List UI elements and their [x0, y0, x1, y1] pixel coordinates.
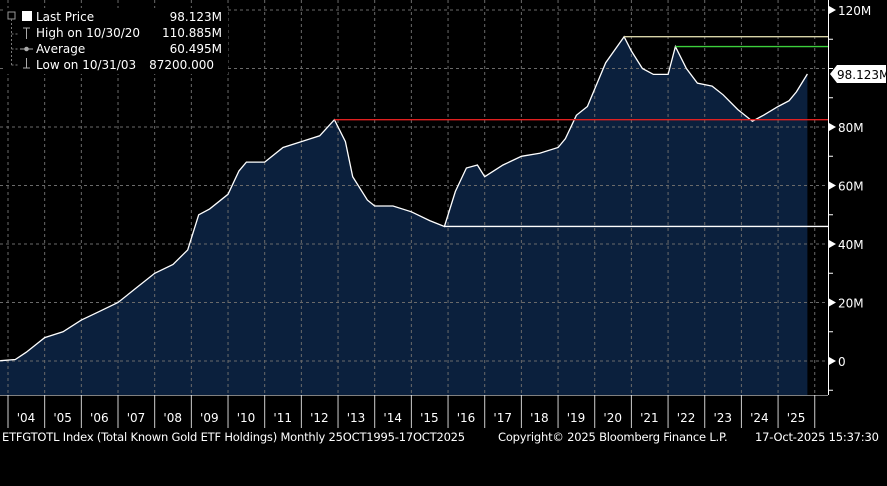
x-tick-label: '12: [310, 411, 329, 425]
legend-label: Low on 10/31/03: [36, 58, 137, 72]
x-tick-label: '05: [53, 411, 72, 425]
y-tick-label: 60M: [838, 180, 864, 194]
y-tick-arrow-icon: [829, 181, 836, 190]
y-tick-arrow-icon: [829, 123, 836, 131]
x-tick-label: '17: [493, 411, 512, 425]
y-tick-label: 40M: [838, 238, 864, 252]
legend-label: Last Price: [36, 10, 95, 24]
x-tick-label: '14: [383, 411, 402, 425]
legend-value: 87200.000: [149, 58, 214, 72]
legend-item-average: Average 60.495M: [36, 42, 222, 57]
legend-item-low: Low on 10/31/03 87200.000: [36, 58, 214, 73]
x-tick-label: '09: [200, 411, 219, 425]
x-tick-label: '24: [750, 411, 769, 425]
y-tick-arrow-icon: [829, 298, 836, 307]
x-tick-label: '13: [347, 411, 366, 425]
series-area-fill: [0, 36, 808, 395]
legend-label: Average: [36, 42, 86, 56]
x-tick-label: '16: [457, 411, 476, 425]
legend-value: 110.885M: [162, 26, 222, 40]
legend-item-high: High on 10/30/20 110.885M: [36, 26, 222, 41]
x-tick-label: '10: [237, 411, 256, 425]
x-tick-label: '21: [640, 411, 659, 425]
footer: ETFGTOTL Index (Total Known Gold ETF Hol…: [2, 430, 879, 486]
x-tick-label: '25: [787, 411, 806, 425]
last-price-tag: [830, 64, 886, 83]
x-tick-label: '07: [127, 411, 146, 425]
x-tick-label: '22: [677, 411, 696, 425]
chart-area: 0 20M 40M 60M 80M 120M '04 '05 '06 '07 '08 '09 '10 '1…: [0, 0, 887, 428]
filled-square-icon: [22, 11, 32, 21]
low-marker-icon: [23, 58, 30, 69]
average-marker-icon: [20, 46, 33, 52]
y-tick-label: 80M: [838, 121, 864, 135]
y-tick-label: 120M: [838, 4, 871, 18]
x-tick-label: '18: [530, 411, 549, 425]
x-tick-label: '11: [273, 411, 292, 425]
footer-copyright: Copyright© 2025 Bloomberg Finance L.P.: [498, 430, 728, 444]
x-tick-label: '08: [163, 411, 182, 425]
y-tick-label: 0: [838, 355, 846, 369]
collapse-icon[interactable]: [7, 11, 16, 20]
y-tick-arrow-icon: [829, 6, 836, 14]
legend-value: 60.495M: [169, 42, 222, 56]
legend-item-last-price: Last Price 98.123M: [36, 10, 222, 25]
y-tick-arrow-icon: [829, 240, 836, 248]
legend-tree-icon: [7, 11, 33, 69]
high-marker-icon: [23, 27, 30, 39]
x-tick-label: '23: [713, 411, 732, 425]
x-tick-label: '06: [90, 411, 109, 425]
legend: Last Price 98.123M High on 10/30/20 110.88…: [4, 8, 228, 74]
footer-timestamp: 17-Oct-2025 15:37:30: [755, 430, 879, 444]
x-tick-label: '15: [420, 411, 439, 425]
x-tick-label: '20: [603, 411, 622, 425]
last-price-tag-label: 98.123M: [837, 68, 887, 82]
x-tick-label: '19: [567, 411, 586, 425]
footer-description: ETFGTOTL Index (Total Known Gold ETF Hol…: [2, 430, 465, 444]
y-tick-label: 20M: [838, 297, 864, 311]
legend-label: High on 10/30/20: [36, 26, 141, 40]
y-tick-arrow-icon: [829, 357, 836, 365]
legend-value: 98.123M: [169, 10, 222, 24]
x-tick-label: '04: [17, 411, 36, 425]
